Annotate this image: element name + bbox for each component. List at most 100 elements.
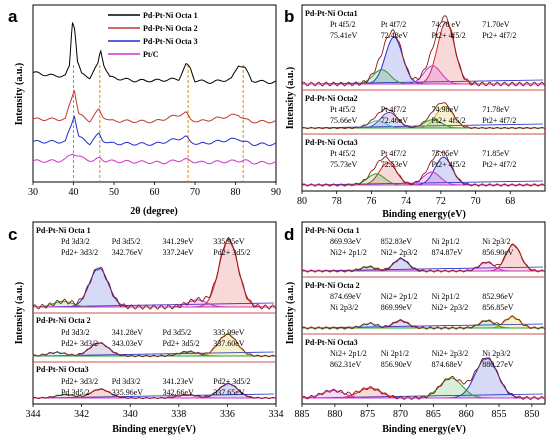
legend-label-ptc: Pt/C	[143, 50, 159, 59]
peak-annotation: Pd 3d3/2	[112, 377, 141, 386]
x-tick-label: 334	[269, 409, 284, 420]
peak-annotation: Pt2+ 4f5/2	[432, 116, 466, 125]
peak-annotation: 335.95eV	[213, 237, 245, 246]
peak-annotation: Pd2+ 3d5/2	[213, 377, 250, 386]
x-tick-label: 875	[360, 409, 375, 420]
x-tick-label: 80	[297, 196, 307, 207]
x-tick-label: 865	[426, 409, 441, 420]
peak-annotation: Ni 2p1/2	[432, 292, 460, 301]
peak-annotation: 869.99eV	[381, 303, 413, 312]
peak-fit	[301, 390, 545, 399]
x-tick-label: 60	[150, 187, 160, 198]
spectrum-envelope	[301, 315, 546, 330]
spectrum-envelope	[32, 333, 277, 358]
peak-annotation: Pt 4f5/2	[330, 20, 356, 29]
peak-annotation: 71.78eV	[482, 105, 510, 114]
peak-annotation: Pd2+ 3d5/2	[163, 339, 200, 348]
panel-b-frame	[301, 4, 546, 192]
spectrum-envelope	[32, 382, 277, 400]
peak-annotation: 874.87eV	[432, 248, 464, 257]
x-tick-label: 342	[74, 409, 89, 420]
peak-annotation: Ni 2p1/2	[381, 349, 409, 358]
peak-annotation: 74.98eV	[432, 105, 460, 114]
x-tick-label: 855	[492, 409, 507, 420]
peak-annotation: Pt 4f5/2	[330, 105, 356, 114]
peak-annotation: Ni2+ 2p3/2	[432, 349, 469, 358]
fit-baseline	[303, 266, 544, 272]
peak-annotation: Ni 2p3/2	[330, 303, 358, 312]
peak-annotation: 880.27eV	[482, 360, 514, 369]
panel-d-sub3-title: Pd-Pt-Ni Octa3	[305, 338, 358, 347]
peak-annotation: 75.41eV	[330, 31, 358, 40]
panel-letter-d: d	[284, 225, 294, 244]
peak-annotation: Pt2+ 4f7/2	[482, 160, 516, 169]
x-tick-label: 74	[401, 196, 411, 207]
peak-annotation: 869.93eV	[330, 237, 362, 246]
x-tick-label: 68	[505, 196, 515, 207]
peak-annotation: Ni 2p1/2	[432, 237, 460, 246]
peak-annotation: Pd2+ 3d5/2	[213, 248, 250, 257]
peak-annotation: Ni2+ 2p3/2	[381, 248, 418, 257]
series-line	[32, 22, 277, 84]
peak-annotation: Ni2+ 2p1/2	[330, 248, 367, 257]
x-tick-label: 340	[123, 409, 138, 420]
spectrum-envelope	[301, 150, 546, 187]
peak-fit	[33, 299, 276, 308]
panel-d-ylabel: Intensity (a.u.)	[285, 282, 296, 345]
x-tick-label: 76	[366, 196, 376, 207]
series-line	[32, 115, 277, 147]
x-tick-label: 880	[327, 409, 342, 420]
panel-a-xlabel: 2θ (degree)	[130, 206, 178, 217]
peak-annotation: Pd 3d5/2	[163, 328, 192, 337]
x-tick-label: 336	[220, 409, 235, 420]
peak-annotation: Pd2+ 3d3/2	[61, 339, 98, 348]
legend-label-octa3: Pd-Pt-Ni Octa 3	[143, 37, 198, 46]
legend-label-octa1: Pd-Pt-Ni Octa 1	[143, 11, 198, 20]
peak-annotation: 874.68eV	[432, 360, 464, 369]
peak-annotation: Ni2+ 2p3/2	[432, 303, 469, 312]
peak-annotation: 341.29eV	[163, 237, 195, 246]
spectrum-envelope	[301, 357, 546, 401]
x-tick-label: 870	[393, 409, 408, 420]
peak-annotation: 862.31eV	[330, 360, 362, 369]
panel-c-ylabel: Intensity (a.u.)	[14, 282, 25, 345]
panel-d-frame	[301, 221, 546, 405]
x-tick-label: 30	[28, 187, 38, 198]
panel-letter-c: c	[8, 225, 17, 244]
panel-d-sub1-title: Pd-Pt-Ni Octa 1	[305, 226, 360, 235]
peak-annotation: 337.65eV	[213, 388, 245, 397]
peak-annotation: Ni2+ 2p1/2	[381, 292, 418, 301]
peak-annotation: Ni 2p3/2	[482, 349, 510, 358]
x-tick-label: 90	[271, 187, 281, 198]
peak-annotation: 75.73eV	[330, 160, 358, 169]
peak-annotation: 342.76eV	[112, 248, 144, 257]
x-tick-label: 850	[524, 409, 539, 420]
peak-annotation: Pd2+ 3d3/2	[61, 248, 98, 257]
panel-b-xlabel: Binding energy(eV)	[382, 209, 466, 220]
peak-annotation: 75.66eV	[330, 116, 358, 125]
fit-baseline	[303, 123, 544, 129]
panel-b-ylabel: Intensity (a.u.)	[285, 67, 296, 130]
panel-c-sub3-title: Pd-Pt-Ni Octa3	[36, 365, 89, 374]
peak-annotation: Pt2+ 4f7/2	[482, 31, 516, 40]
peak-annotation: Pt 4f7/2	[381, 105, 407, 114]
peak-annotation: Pd2+ 3d3/2	[61, 377, 98, 386]
panel-d-xlabel: Binding energy(eV)	[382, 424, 466, 435]
peak-annotation: 856.90eV	[482, 248, 514, 257]
peak-annotation: Pd 3d5/2	[61, 388, 90, 397]
peak-annotation: 72.48eV	[381, 31, 409, 40]
panel-b-sub1-title: Pd-Pt-Ni Octa1	[305, 9, 358, 18]
panel-b-sub3-title: Pd-Pt-Ni Octa3	[305, 138, 358, 147]
spectrum-envelope	[301, 15, 546, 87]
peak-annotation: 341.23eV	[163, 377, 195, 386]
peak-annotation: 852.96eV	[482, 292, 514, 301]
fit-baseline	[303, 323, 544, 329]
peak-annotation: 874.69eV	[330, 292, 362, 301]
x-tick-label: 40	[69, 187, 79, 198]
x-tick-label: 344	[26, 409, 41, 420]
panel-letter-a: a	[8, 7, 18, 26]
peak-annotation: Pd 3d5/2	[112, 237, 141, 246]
panel-a-ylabel: Intensity (a.u.)	[14, 63, 25, 126]
x-tick-label: 885	[295, 409, 310, 420]
peak-annotation: 342.66eV	[163, 388, 195, 397]
